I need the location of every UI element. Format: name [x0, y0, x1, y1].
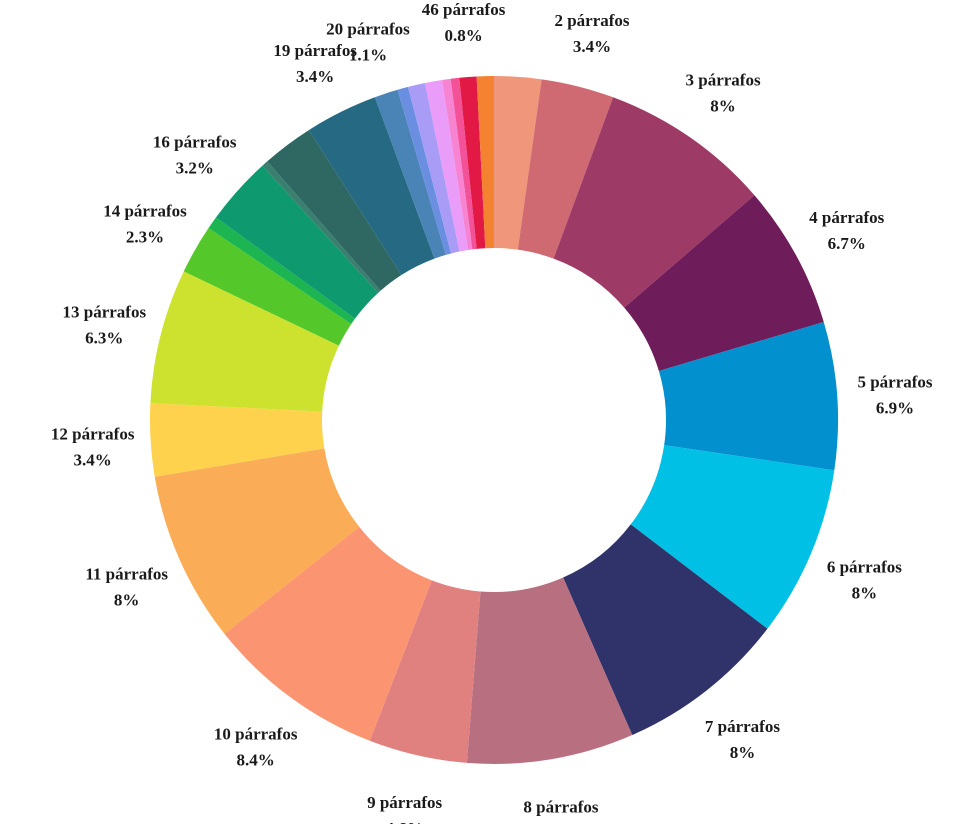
slice-name: 6 párrafos: [827, 557, 902, 576]
slice-name: 46 párrafos: [422, 0, 506, 19]
data-label-8-parrafos: 8 párrafos7.8%: [523, 797, 598, 824]
slice-percent: 8.4%: [237, 751, 275, 770]
data-label-10-parrafos: 10 párrafos 8.4%: [214, 725, 298, 770]
slice-name: 5 párrafos: [857, 372, 932, 391]
slice-percent: 0.8%: [444, 26, 482, 45]
slice-percent: 8%: [710, 97, 736, 116]
slice-name: 7 párrafos: [705, 717, 780, 736]
slice-percent: 3.4%: [573, 37, 611, 56]
slice-percent: 6.7%: [828, 234, 866, 253]
slice-name: 19 párrafos: [273, 41, 357, 60]
slice-name: 20 párrafos: [326, 19, 410, 38]
data-label-11-parrafos: 11 párrafos 8%: [85, 564, 168, 609]
slice-percent: 6.3%: [85, 328, 123, 347]
data-label-4-parrafos: 4 párrafos 6.7%: [809, 208, 884, 253]
data-label-7-parrafos: 7 párrafos 8%: [705, 717, 780, 762]
slice-percent: 8%: [852, 583, 878, 602]
slice-name: 11 párrafos: [85, 564, 168, 583]
slice-name: 16 párrafos: [153, 133, 237, 152]
data-label-14-parrafos: 14 párrafos 2.3%: [103, 201, 187, 246]
data-label-16-parrafos: 16 párrafos 3.2%: [153, 133, 237, 178]
slice-percent: 1.1%: [349, 45, 387, 64]
slice-name: 13 párrafos: [62, 302, 146, 321]
slice-percent: 2.3%: [126, 227, 164, 246]
slice-percent: 3.4%: [74, 450, 112, 469]
slice-name: 14 párrafos: [103, 201, 187, 220]
data-label-2-parrafos: 2 párrafos 3.4%: [554, 11, 629, 56]
slice-percent: 8%: [114, 590, 140, 609]
slice-name: 10 párrafos: [214, 725, 298, 744]
data-label-5-parrafos: 5 párrafos 6.9%: [857, 372, 932, 417]
slice-percent: 3.2%: [176, 159, 214, 178]
slice-percent: 8%: [730, 743, 756, 762]
data-label-46-parrafos: 46 párrafos 0.8%: [422, 0, 506, 45]
data-label-12-parrafos: 12 párrafos 3.4%: [51, 424, 135, 469]
slice-percent: 3.4%: [296, 67, 334, 86]
slice-name: 8 párrafos: [523, 797, 598, 816]
slice-name: 2 párrafos: [554, 11, 629, 30]
slice-name: 4 párrafos: [809, 208, 884, 227]
slice-name: 12 párrafos: [51, 424, 135, 443]
slice-name: 9 párrafos: [367, 793, 442, 812]
slice-percent: 4.6%: [386, 819, 424, 824]
chart-slices: [150, 76, 838, 764]
data-label-19-parrafos: 19 párrafos 3.4%: [273, 41, 357, 86]
data-label-6-parrafos: 6 párrafos 8%: [827, 557, 902, 602]
data-label-9-parrafos: 9 párrafos 4.6%: [367, 793, 442, 824]
slice-percent: 6.9%: [876, 398, 914, 417]
data-label-13-parrafos: 13 párrafos 6.3%: [62, 302, 146, 347]
slice-name: 3 párrafos: [686, 71, 761, 90]
data-label-3-parrafos: 3 párrafos 8%: [686, 71, 761, 116]
